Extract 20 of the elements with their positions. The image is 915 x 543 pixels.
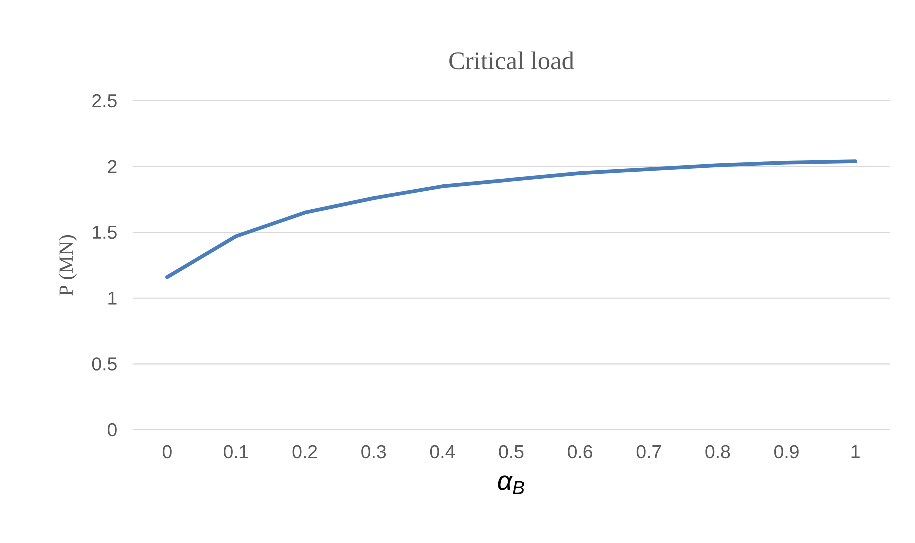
x-tick-label: 0.3 (362, 445, 386, 459)
y-tick-label: 1.5 (93, 226, 117, 240)
x-tick-label: 0 (162, 445, 172, 459)
x-tick-label: 0.5 (499, 445, 524, 459)
y-tick-label: 0.5 (92, 358, 117, 371)
x-tick-label: 0.1 (224, 445, 248, 459)
chart-title: Critical load (450, 52, 574, 70)
x-tick-label: 0.8 (706, 445, 730, 459)
x-axis-title: α$_{B}$ (498, 476, 524, 494)
x-tick-label: 0.4 (430, 445, 456, 459)
y-tick-label: 2 (108, 160, 117, 174)
y-axis-title: P (MN) (59, 236, 78, 296)
x-tick-label: 1 (852, 445, 860, 458)
y-tick-label: 1 (108, 292, 117, 305)
x-tick-label: 0.2 (292, 445, 318, 459)
x-tick-label: 0.6 (568, 445, 592, 459)
x-tick-label: 0.9 (774, 445, 799, 459)
y-tick-label: 0 (108, 423, 117, 437)
x-tick-label: 0.7 (636, 445, 662, 459)
y-tick-label: 2.5 (92, 94, 117, 108)
